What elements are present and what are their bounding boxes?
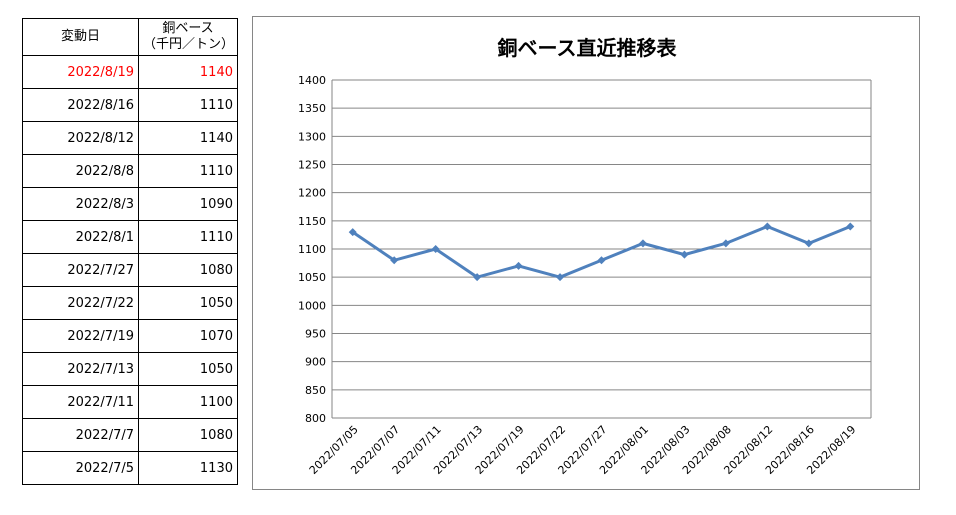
row-price: 1050: [138, 286, 238, 320]
header-price-line1: 銅ベース: [162, 21, 214, 36]
price-table: 変動日 銅ベース （千円／トン） 2022/8/19 1140 2022/8/16 11…: [22, 18, 238, 485]
table-row: 2022/8/19 1140: [22, 55, 238, 89]
row-date: 2022/7/27: [22, 253, 139, 287]
y-tick-label: 950: [305, 328, 326, 341]
table-header: 変動日 銅ベース （千円／トン）: [22, 18, 238, 56]
table-row: 2022/7/7 1080: [22, 418, 238, 452]
data-point: [638, 239, 647, 248]
table-row: 2022/7/13 1050: [22, 352, 238, 386]
row-price: 1140: [138, 121, 238, 155]
row-price: 1080: [138, 418, 238, 452]
table-row: 2022/8/1 1110: [22, 220, 238, 254]
header-price: 銅ベース （千円／トン）: [138, 18, 238, 56]
data-point: [721, 239, 730, 248]
row-date: 2022/8/1: [22, 220, 139, 254]
table-row: 2022/8/16 1110: [22, 88, 238, 122]
chart-title: 銅ベース直近推移表: [498, 36, 678, 60]
table-row: 2022/7/19 1070: [22, 319, 238, 353]
table-row: 2022/7/11 1100: [22, 385, 238, 419]
data-point: [556, 273, 565, 282]
data-point: [597, 256, 606, 265]
data-point: [473, 273, 482, 282]
data-point: [763, 222, 772, 231]
row-date: 2022/8/3: [22, 187, 139, 221]
line-chart: 銅ベース直近推移表 800 850 900 950 1000 1050 1100 1150 120…: [298, 36, 872, 477]
table-row: 2022/7/22 1050: [22, 286, 238, 320]
y-tick-label: 1150: [298, 215, 326, 228]
y-tick-label: 1300: [298, 130, 326, 143]
table-row: 2022/7/27 1080: [22, 253, 238, 287]
table-row: 2022/8/3 1090: [22, 187, 238, 221]
row-price: 1090: [138, 187, 238, 221]
y-tick-label: 1250: [298, 159, 326, 172]
y-tick-label: 1400: [298, 74, 326, 87]
data-point: [514, 261, 523, 270]
row-date: 2022/8/16: [22, 88, 139, 122]
row-price: 1050: [138, 352, 238, 386]
y-tick-label: 850: [305, 384, 326, 397]
row-price: 1110: [138, 220, 238, 254]
row-date: 2022/8/8: [22, 154, 139, 188]
table-row: 2022/7/5 1130: [22, 451, 238, 485]
y-tick-label: 1000: [298, 299, 326, 312]
row-date: 2022/7/11: [22, 385, 139, 419]
table-row: 2022/8/8 1110: [22, 154, 238, 188]
row-price: 1100: [138, 385, 238, 419]
row-price: 1070: [138, 319, 238, 353]
y-tick-label: 1050: [298, 271, 326, 284]
row-date: 2022/7/19: [22, 319, 139, 353]
row-date: 2022/8/12: [22, 121, 139, 155]
y-tick-label: 800: [305, 412, 326, 425]
row-date: 2022/7/13: [22, 352, 139, 386]
data-point: [804, 239, 813, 248]
data-point: [680, 250, 689, 259]
row-price: 1140: [138, 55, 238, 89]
row-date: 2022/7/22: [22, 286, 139, 320]
header-date: 変動日: [22, 18, 139, 56]
y-tick-label: 900: [305, 356, 326, 369]
row-price: 1130: [138, 451, 238, 485]
row-date: 2022/8/19: [22, 55, 139, 89]
row-date: 2022/7/7: [22, 418, 139, 452]
data-point: [348, 228, 357, 237]
row-price: 1080: [138, 253, 238, 287]
series-line: [351, 224, 851, 279]
data-point: [431, 245, 440, 253]
header-price-line2: （千円／トン）: [143, 37, 235, 52]
data-point: [846, 222, 855, 231]
row-date: 2022/7/5: [22, 451, 139, 485]
y-tick-label: 1100: [298, 243, 326, 256]
chart-area: 銅ベース直近推移表 800 850 900 950 1000 1050 1100 1150 120…: [252, 16, 920, 490]
y-tick-label: 1350: [298, 102, 326, 115]
table-row: 2022/8/12 1140: [22, 121, 238, 155]
data-point: [390, 256, 399, 265]
y-tick-label: 1200: [298, 187, 326, 200]
row-price: 1110: [138, 154, 238, 188]
row-price: 1110: [138, 88, 238, 122]
